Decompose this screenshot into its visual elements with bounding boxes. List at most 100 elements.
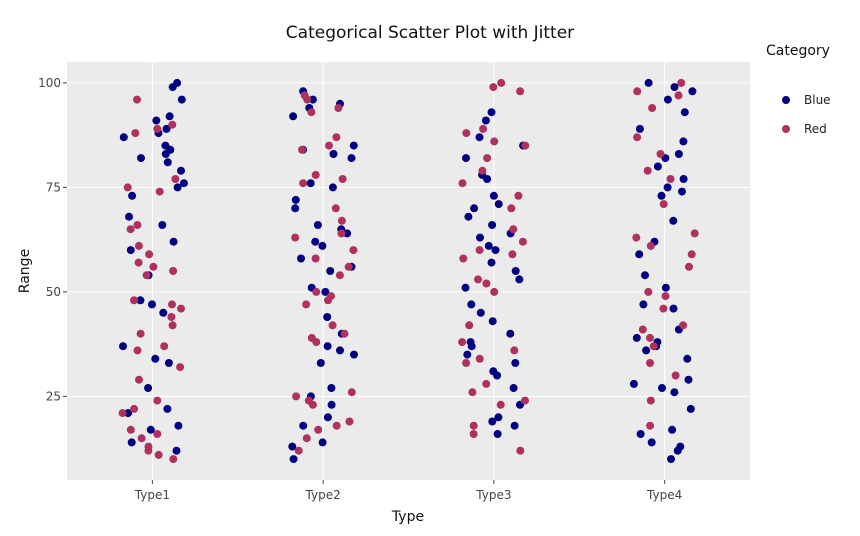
data-point-blue — [647, 438, 656, 447]
data-point-blue — [632, 333, 641, 342]
data-point-red — [482, 279, 491, 288]
data-points — [118, 78, 699, 464]
data-point-blue — [669, 304, 678, 313]
data-point-red — [469, 430, 478, 438]
data-point-blue — [327, 384, 336, 392]
data-point-blue — [162, 124, 171, 133]
y-tick-label: 100 — [38, 76, 61, 90]
data-point-blue — [308, 95, 317, 104]
data-point-red — [489, 83, 498, 92]
data-point-red — [137, 434, 146, 443]
y-tick-label: 50 — [46, 285, 61, 299]
legend-items[interactable]: Blue Red — [782, 93, 831, 136]
data-point-red — [656, 150, 665, 158]
data-point-red — [153, 124, 162, 133]
data-point-red — [142, 271, 151, 280]
legend-item-blue[interactable]: Blue — [782, 93, 831, 107]
data-point-red — [677, 78, 686, 87]
data-point-blue — [644, 78, 653, 87]
data-point-blue — [657, 191, 666, 200]
data-point-red — [633, 87, 642, 96]
data-point-red — [661, 292, 670, 301]
data-point-blue — [470, 204, 479, 213]
data-point-blue — [493, 430, 502, 438]
legend-label: Blue — [804, 93, 831, 107]
data-point-red — [340, 329, 349, 338]
data-point-blue — [177, 166, 185, 175]
data-point-blue — [323, 313, 332, 321]
data-point-red — [314, 425, 323, 434]
data-point-blue — [311, 237, 320, 246]
data-point-red — [169, 267, 178, 275]
data-point-blue — [328, 183, 337, 192]
data-point-red — [646, 241, 655, 250]
data-point-red — [646, 421, 655, 430]
data-point-red — [308, 400, 317, 409]
data-point-blue — [488, 317, 497, 326]
data-point-blue — [673, 446, 682, 455]
data-point-red — [685, 262, 693, 271]
data-point-blue — [683, 354, 692, 363]
y-tick-label: 75 — [46, 180, 61, 194]
data-point-blue — [289, 455, 298, 464]
data-point-red — [324, 296, 332, 305]
data-point-blue — [463, 350, 472, 359]
data-point-red — [160, 342, 169, 351]
data-point-red — [118, 409, 127, 418]
data-point-blue — [299, 421, 308, 430]
data-point-red — [510, 346, 519, 355]
data-point-red — [134, 258, 143, 267]
data-point-red — [168, 120, 177, 129]
legend[interactable]: Category Blue Red — [766, 43, 831, 136]
data-point-blue — [461, 283, 470, 292]
data-point-red — [496, 400, 505, 409]
data-point-red — [632, 233, 641, 242]
data-point-red — [469, 421, 478, 430]
data-point-red — [490, 287, 499, 296]
data-point-red — [462, 359, 471, 367]
data-point-red — [332, 133, 341, 142]
data-point-blue — [137, 154, 145, 163]
data-point-red — [508, 250, 517, 259]
data-point-blue — [506, 329, 515, 338]
data-point-red — [338, 175, 347, 183]
data-point-blue — [291, 204, 300, 213]
data-point-red — [311, 170, 320, 179]
data-point-red — [497, 78, 506, 87]
data-point-blue — [629, 379, 638, 388]
data-point-blue — [151, 354, 160, 363]
data-point-blue — [494, 413, 503, 422]
data-point-red — [130, 296, 138, 305]
data-point-blue — [136, 296, 145, 305]
data-point-blue — [493, 371, 502, 380]
data-point-blue — [159, 308, 168, 317]
data-point-blue — [323, 413, 332, 422]
data-point-red — [483, 154, 492, 163]
y-tick-label: 25 — [46, 389, 61, 403]
data-point-red — [479, 124, 488, 133]
data-point-red — [134, 241, 143, 250]
data-point-blue — [168, 83, 177, 92]
data-point-blue — [306, 179, 315, 188]
legend-marker — [782, 96, 790, 104]
legend-item-red[interactable]: Red — [782, 122, 827, 136]
data-point-blue — [686, 404, 695, 413]
data-point-blue — [663, 183, 672, 192]
data-point-blue — [158, 221, 167, 229]
chart-title: Categorical Scatter Plot with Jitter — [286, 23, 574, 43]
data-point-red — [294, 446, 303, 455]
data-point-blue — [318, 241, 327, 250]
data-point-blue — [161, 150, 170, 158]
data-point-blue — [684, 375, 693, 384]
data-point-red — [649, 342, 658, 351]
data-point-red — [644, 287, 653, 296]
data-point-red — [168, 300, 176, 309]
data-point-blue — [343, 229, 352, 238]
data-point-red — [167, 313, 176, 321]
legend-marker — [782, 125, 790, 133]
data-point-red — [136, 329, 145, 338]
data-point-red — [298, 145, 306, 154]
data-point-blue — [678, 187, 686, 196]
data-point-red — [126, 225, 135, 234]
